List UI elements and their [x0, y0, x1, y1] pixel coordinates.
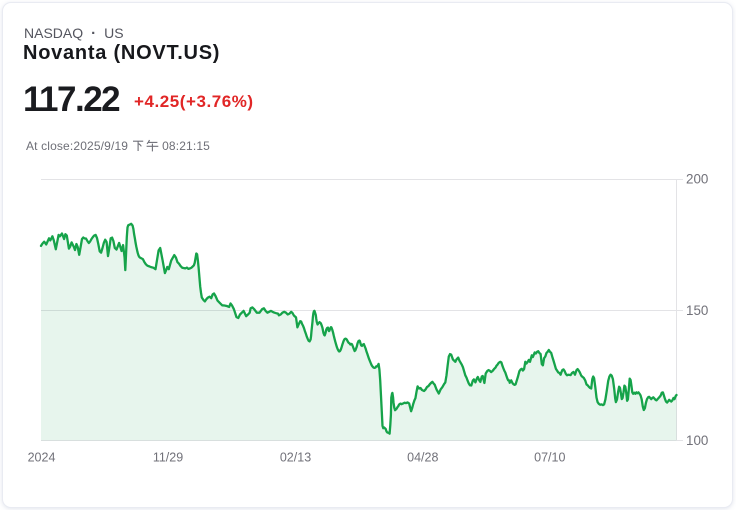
svg-text:100: 100: [686, 433, 708, 448]
svg-text:07/10: 07/10: [534, 451, 565, 465]
svg-text:150: 150: [686, 303, 708, 318]
svg-text:02/13: 02/13: [280, 451, 311, 465]
svg-text:04/28: 04/28: [407, 451, 438, 465]
svg-text:11/29: 11/29: [153, 451, 183, 465]
svg-text:2024: 2024: [28, 451, 56, 465]
svg-text:200: 200: [686, 172, 708, 187]
